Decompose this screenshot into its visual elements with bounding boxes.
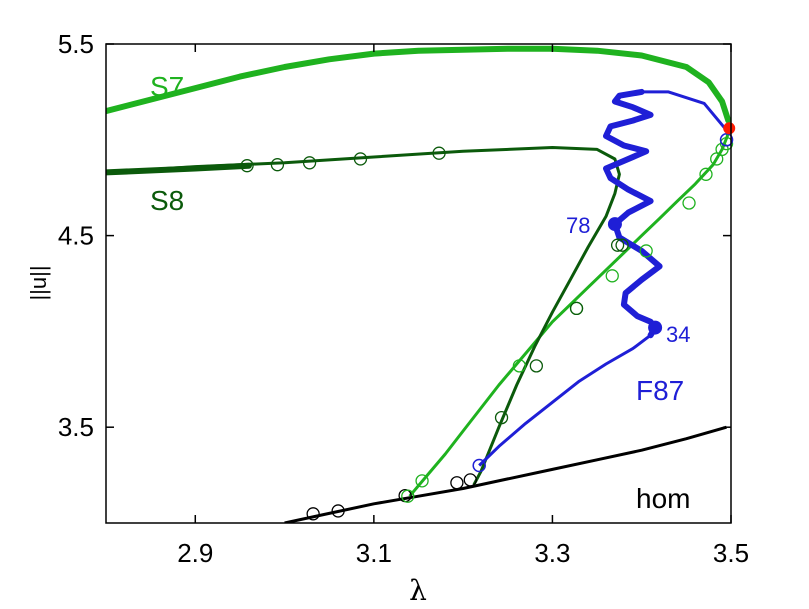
marker-s7 — [512, 359, 527, 373]
labeled-point-34 — [648, 320, 663, 335]
marker-hom — [463, 473, 477, 487]
marker-s8 — [529, 359, 544, 373]
point-label-34: 34 — [666, 322, 690, 347]
markers-layer — [240, 122, 736, 521]
y-axis-label: ||u|| — [26, 265, 51, 300]
open-marker — [719, 133, 734, 147]
marker-s8 — [353, 152, 368, 166]
label-hom: hom — [636, 483, 690, 514]
label-S7: S7 — [150, 71, 184, 102]
marker-s8 — [302, 156, 317, 170]
marker-hom — [306, 507, 320, 521]
series-stable-s7 — [106, 45, 731, 124]
series-line-s7 — [106, 47, 730, 498]
marker-s8 — [270, 158, 285, 172]
x-tick-label: 3.1 — [356, 538, 392, 568]
y-tick-label: 3.5 — [58, 412, 94, 442]
series-stable-s8 — [106, 162, 252, 176]
y-tick-label: 5.5 — [58, 29, 94, 59]
plot-frame — [105, 43, 732, 524]
marker-s8 — [569, 301, 584, 316]
marker-s7 — [682, 196, 696, 210]
label-S8: S8 — [150, 185, 184, 216]
x-axis-label: λ — [409, 574, 427, 607]
point-label-78: 78 — [566, 213, 590, 238]
marker-s8 — [610, 238, 625, 252]
labeled-point-78 — [607, 217, 622, 232]
y-tick-label: 4.5 — [58, 221, 94, 251]
curves-layer — [106, 45, 731, 523]
series-stable-f87 — [603, 88, 663, 339]
x-tick-label: 2.9 — [177, 538, 213, 568]
x-tick-label: 3.5 — [713, 538, 749, 568]
series-line-hom — [284, 425, 727, 523]
series-line-s8 — [106, 146, 621, 486]
marker-s7 — [710, 152, 724, 166]
x-tick-label: 3.3 — [534, 538, 570, 568]
marker-hom — [331, 504, 345, 518]
marker-s7 — [605, 269, 619, 283]
marker-s7 — [401, 489, 415, 503]
marker-s8 — [615, 238, 629, 252]
ticks-layer: 2.9 3.1 3.3 3.5 3.5 4.5 5.5 — [58, 29, 749, 568]
open-marker — [472, 458, 486, 473]
marker-s7 — [699, 167, 713, 181]
bifurcation-point — [723, 122, 736, 135]
marker-s8 — [240, 159, 254, 173]
marker-s8 — [432, 146, 446, 160]
marker-hom — [450, 476, 464, 490]
label-F87: F87 — [636, 375, 684, 406]
marker-s7 — [639, 244, 653, 258]
marker-s8 — [494, 410, 509, 425]
marker-s7 — [415, 474, 429, 488]
